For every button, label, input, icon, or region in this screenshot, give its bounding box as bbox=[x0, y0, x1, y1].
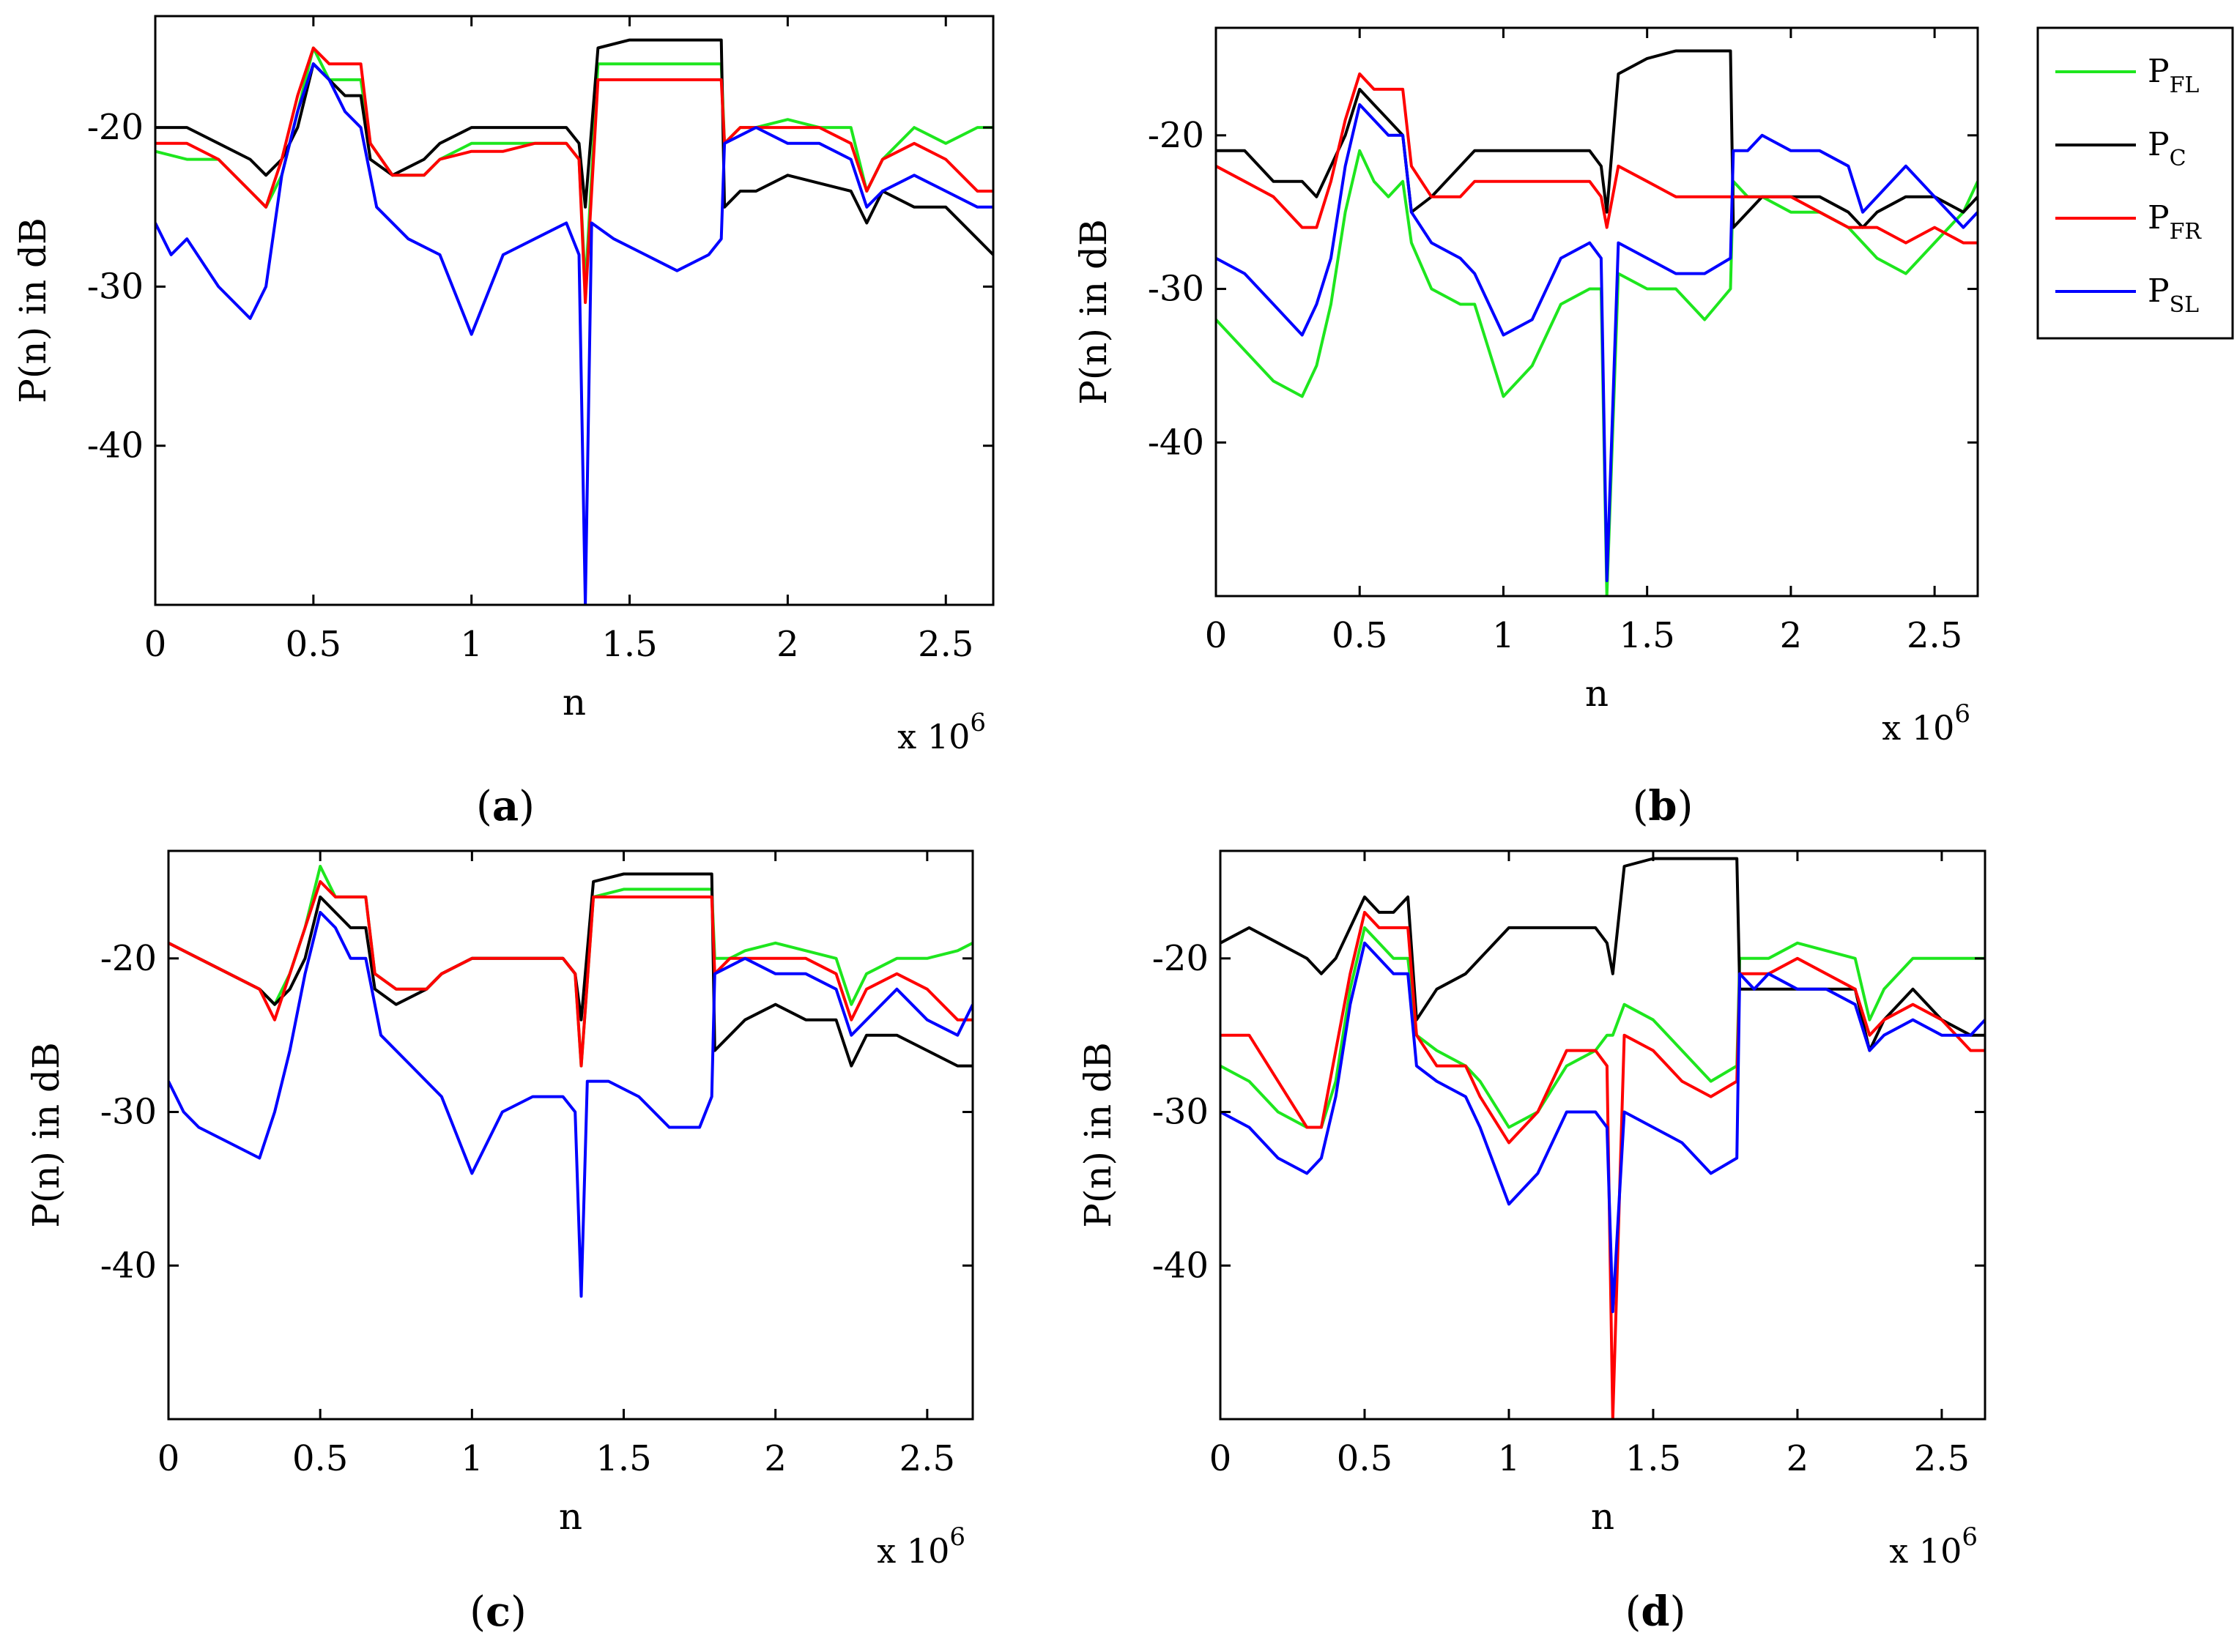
panel-d: 0 0.5 1 1.5 2 2.5 -20 -30 -40 n P(n) in dB x 106 (d) bbox=[1077, 849, 1986, 1636]
series-line-p-c bbox=[155, 38, 993, 256]
panel-caption: (b) bbox=[1633, 782, 1693, 830]
plot-frame bbox=[154, 15, 995, 606]
y-tick-label: -40 bbox=[1152, 1245, 1209, 1286]
x-tick-label: 2 bbox=[1787, 1438, 1809, 1479]
series-line-p-c bbox=[1216, 49, 1978, 229]
series-group bbox=[1216, 49, 1978, 596]
y-tick-label: -20 bbox=[87, 107, 144, 148]
y-tick-label: -20 bbox=[1152, 938, 1209, 979]
series-line-p-sl bbox=[1220, 941, 1985, 1314]
x-multiplier: x 106 bbox=[897, 708, 986, 756]
y-tick-label: -30 bbox=[87, 266, 144, 307]
x-tick-label: 1.5 bbox=[1625, 1438, 1681, 1479]
x-tick-label: 0.5 bbox=[1337, 1438, 1392, 1479]
series-line-p-fr bbox=[1220, 910, 1985, 1419]
x-axis-label: n bbox=[1585, 672, 1609, 715]
x-tick-label: 1.5 bbox=[596, 1438, 651, 1479]
series-group bbox=[168, 865, 973, 1298]
series-line-p-sl bbox=[1216, 103, 1978, 582]
legend-entry-p-sl: PSL bbox=[2148, 272, 2199, 318]
panel-caption: (c) bbox=[470, 1588, 527, 1636]
x-tick-label: 2 bbox=[764, 1438, 787, 1479]
legend-entry-p-c: PC bbox=[2148, 126, 2186, 171]
x-tick-label: 2 bbox=[1780, 615, 1803, 656]
y-axis-label: P(n) in dB bbox=[1077, 1042, 1119, 1228]
x-tick-label: 0.5 bbox=[292, 1438, 348, 1479]
series-line-p-fr bbox=[155, 46, 993, 305]
x-tick-label: 0.5 bbox=[1332, 615, 1387, 656]
series-line-p-fl bbox=[1220, 926, 1985, 1129]
y-axis-label: P(n) in dB bbox=[25, 1042, 67, 1228]
y-axis-label: P(n) in dB bbox=[12, 217, 54, 403]
y-tick-label: -20 bbox=[1148, 115, 1204, 156]
y-tick-label: -30 bbox=[1148, 269, 1204, 310]
panel-b: 0 0.5 1 1.5 2 2.5 -20 -30 -40 n P(n) in dB x 106 (b) bbox=[1072, 26, 1979, 830]
panel-a: 0 0.5 1 1.5 2 2.5 -20 -30 -40 n P(n) in dB x 106 (a) bbox=[12, 15, 995, 830]
y-tick-label: -40 bbox=[87, 425, 144, 466]
series-line-p-fl bbox=[155, 46, 993, 289]
x-tick-label: 2.5 bbox=[899, 1438, 955, 1479]
x-tick-label: 0 bbox=[1205, 615, 1228, 656]
x-tick-label: 0 bbox=[144, 624, 167, 665]
x-tick-label: 1.5 bbox=[601, 624, 657, 665]
x-tick-label: 0.5 bbox=[286, 624, 341, 665]
series-line-p-fl bbox=[1216, 149, 1978, 596]
y-tick-label: -30 bbox=[1152, 1092, 1209, 1133]
series-group bbox=[1220, 857, 1985, 1419]
x-tick-label: 2.5 bbox=[1907, 615, 1962, 656]
panel-caption: (d) bbox=[1625, 1588, 1686, 1636]
panel-caption: (a) bbox=[476, 782, 535, 830]
x-axis-label: n bbox=[563, 681, 586, 723]
x-tick-label: 1 bbox=[461, 1438, 483, 1479]
x-tick-label: 0 bbox=[157, 1438, 180, 1479]
legend-entry-p-fr: PFR bbox=[2148, 199, 2202, 245]
series-line-p-fr bbox=[1216, 72, 1978, 245]
series-group bbox=[155, 38, 993, 605]
x-tick-label: 1.5 bbox=[1620, 615, 1675, 656]
series-line-p-sl bbox=[168, 910, 973, 1298]
series-line-p-fr bbox=[168, 879, 973, 1068]
x-tick-label: 2.5 bbox=[1914, 1438, 1970, 1479]
x-tick-label: 2.5 bbox=[918, 624, 973, 665]
series-line-p-c bbox=[1220, 857, 1985, 1052]
plot-frame bbox=[1219, 849, 1986, 1421]
x-multiplier: x 106 bbox=[1882, 699, 1970, 748]
x-axis-label: n bbox=[1591, 1495, 1614, 1538]
x-tick-label: 0 bbox=[1209, 1438, 1232, 1479]
plot-frame bbox=[167, 849, 974, 1421]
x-tick-label: 1 bbox=[1498, 1438, 1521, 1479]
series-line-p-sl bbox=[155, 62, 993, 605]
x-tick-label: 1 bbox=[460, 624, 483, 665]
panel-c: 0 0.5 1 1.5 2 2.5 -20 -30 -40 n P(n) in dB x 106 (c) bbox=[25, 849, 974, 1636]
y-tick-label: -20 bbox=[100, 938, 157, 979]
y-tick-label: -40 bbox=[1148, 422, 1204, 463]
x-tick-label: 1 bbox=[1492, 615, 1515, 656]
y-tick-label: -40 bbox=[100, 1245, 157, 1286]
y-tick-label: -30 bbox=[100, 1092, 157, 1133]
legend-entry-p-fl: PFL bbox=[2148, 53, 2199, 98]
legend-box bbox=[2036, 26, 2234, 340]
x-axis-label: n bbox=[559, 1495, 582, 1538]
x-multiplier: x 106 bbox=[1889, 1522, 1978, 1571]
x-multiplier: x 106 bbox=[877, 1522, 965, 1571]
legend: PFL PC PFR PSL bbox=[2036, 26, 2234, 340]
x-tick-label: 2 bbox=[776, 624, 799, 665]
y-axis-label: P(n) in dB bbox=[1072, 219, 1115, 405]
plot-frame bbox=[1214, 26, 1979, 598]
